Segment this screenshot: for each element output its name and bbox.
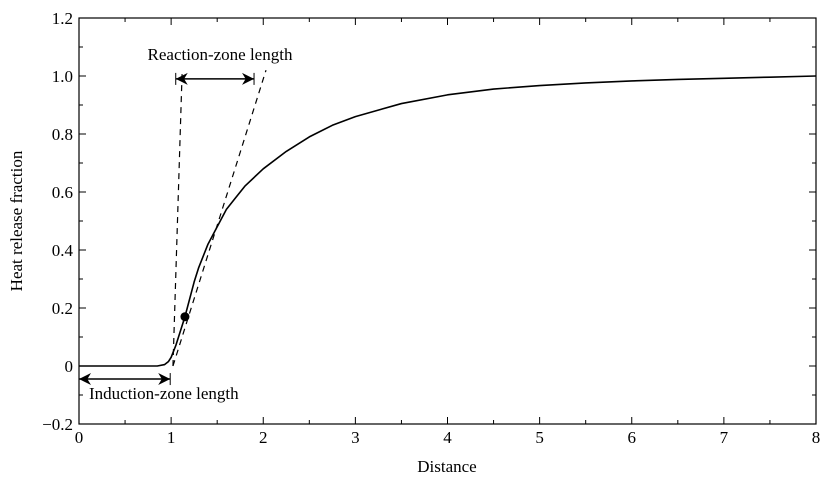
marker-layer <box>180 312 190 322</box>
arrow-head <box>158 373 171 386</box>
x-tick-label: 7 <box>720 428 729 447</box>
arrow-head <box>79 373 91 386</box>
series-layer <box>79 75 817 367</box>
y-tick-label: 1.2 <box>52 9 73 28</box>
heat-release-curve <box>79 75 817 367</box>
x-tick-label: 2 <box>259 428 268 447</box>
arrow-head <box>175 72 188 85</box>
x-tick-label: 4 <box>443 428 452 447</box>
y-tick-label: 0.6 <box>52 183 73 202</box>
tangent-line <box>172 70 267 367</box>
arrow-head <box>242 72 255 85</box>
x-axis-title: Distance <box>417 457 476 476</box>
y-tick-label: 1.0 <box>52 67 73 86</box>
y-tick-label: 0.4 <box>52 241 74 260</box>
y-tick-label: −0.2 <box>42 415 73 434</box>
y-axis-ticks: −0.2 0 0.2 0.4 0.6 0.8 1.0 1.2 <box>42 9 816 434</box>
y-tick-label: 0 <box>65 357 74 376</box>
x-tick-label: 3 <box>351 428 360 447</box>
x-tick-label: 1 <box>167 428 176 447</box>
tangent-line <box>172 70 183 367</box>
x-tick-label: 6 <box>628 428 637 447</box>
inflection-marker <box>180 312 190 322</box>
annotation-induction-zone: Induction-zone length <box>89 384 239 403</box>
dimension-arrows <box>78 72 255 386</box>
y-tick-label: 0.2 <box>52 299 73 318</box>
x-tick-label: 8 <box>812 428 821 447</box>
y-tick-label: 0.8 <box>52 125 73 144</box>
x-tick-label: 5 <box>535 428 544 447</box>
annotation-reaction-zone: Reaction-zone length <box>148 45 293 64</box>
x-axis-ticks: 0 1 2 3 4 5 6 7 8 <box>75 18 821 447</box>
y-axis-title: Heat release fraction <box>7 150 26 291</box>
x-tick-label: 0 <box>75 428 84 447</box>
tangent-lines <box>172 70 267 367</box>
